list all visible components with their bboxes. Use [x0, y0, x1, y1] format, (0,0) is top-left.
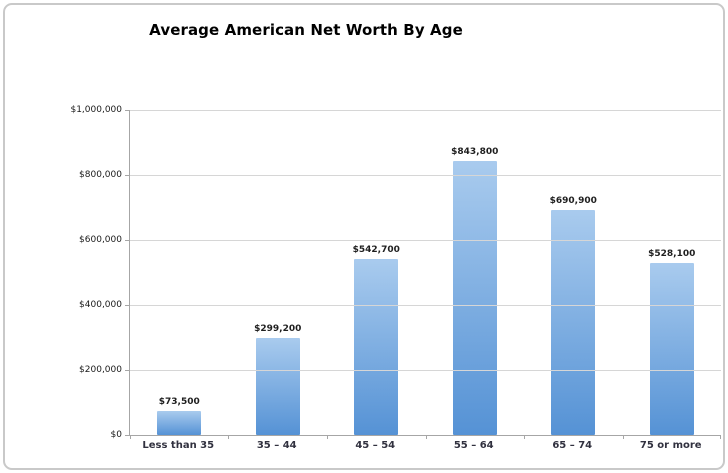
y-axis-label: $800,000 — [79, 170, 122, 180]
y-axis: $1,000,000 $800,000 $600,000 $400,000 $200,0… — [0, 105, 122, 440]
x-axis-label: 65 – 74 — [552, 440, 593, 451]
gridline — [130, 240, 721, 241]
y-axis-tick — [125, 175, 129, 176]
gridline — [130, 370, 721, 371]
bar-value-label: $299,200 — [254, 323, 302, 334]
bar-column: $299,200 — [229, 324, 328, 435]
x-axis-tick — [228, 435, 230, 439]
bar-column: $843,800 — [426, 147, 525, 435]
bar-column: $73,500 — [130, 397, 229, 435]
y-axis-label: $600,000 — [79, 235, 122, 245]
bar — [551, 210, 596, 435]
bar-value-label: $73,500 — [158, 397, 200, 408]
bar-column: $528,100 — [623, 249, 722, 435]
y-axis-label: $200,000 — [79, 365, 122, 375]
x-axis-tick — [425, 435, 427, 439]
x-axis-label: 45 – 54 — [355, 440, 396, 451]
bar-series: $73,500 $299,200 $542,700 $843,800 $690,900 $… — [130, 110, 721, 435]
x-axis-label: 35 – 44 — [256, 440, 297, 451]
x-axis-tick — [130, 435, 131, 439]
y-axis-tick — [125, 435, 129, 436]
bar — [452, 160, 497, 435]
x-axis-tick — [523, 435, 525, 439]
x-axis-tick — [622, 435, 624, 439]
y-axis-tick — [125, 240, 129, 241]
gridline — [130, 175, 721, 176]
y-axis-tick — [125, 305, 129, 306]
bar — [157, 411, 202, 435]
x-axis-tick — [326, 435, 328, 439]
bar — [649, 263, 694, 435]
bar-column: $690,900 — [524, 196, 623, 435]
x-axis-label: 75 or more — [639, 440, 702, 451]
y-axis-label: $0 — [110, 430, 122, 440]
chart-title: Average American Net Worth By Age — [149, 21, 463, 39]
bar-value-label: $542,700 — [352, 244, 400, 255]
y-axis-label: $400,000 — [79, 300, 122, 310]
x-axis-label: Less than 35 — [142, 440, 215, 451]
gridline — [130, 305, 721, 306]
bar-value-label: $843,800 — [451, 146, 499, 157]
bar-value-label: $690,900 — [549, 196, 597, 207]
bar-column: $542,700 — [327, 245, 426, 435]
bar — [354, 258, 399, 435]
gridline — [130, 110, 721, 111]
x-axis: Less than 35 35 – 44 45 – 54 55 – 64 65 – 74… — [129, 440, 720, 451]
bar — [255, 337, 300, 435]
plot-area: $73,500 $299,200 $542,700 $843,800 $690,900 $… — [125, 110, 721, 439]
y-axis-label: $1,000,000 — [70, 105, 122, 115]
x-axis-label: 55 – 64 — [453, 440, 494, 451]
y-axis-tick — [125, 110, 129, 111]
y-axis-tick — [125, 370, 129, 371]
x-axis-tick — [720, 435, 721, 439]
bar-value-label: $528,100 — [648, 249, 696, 260]
